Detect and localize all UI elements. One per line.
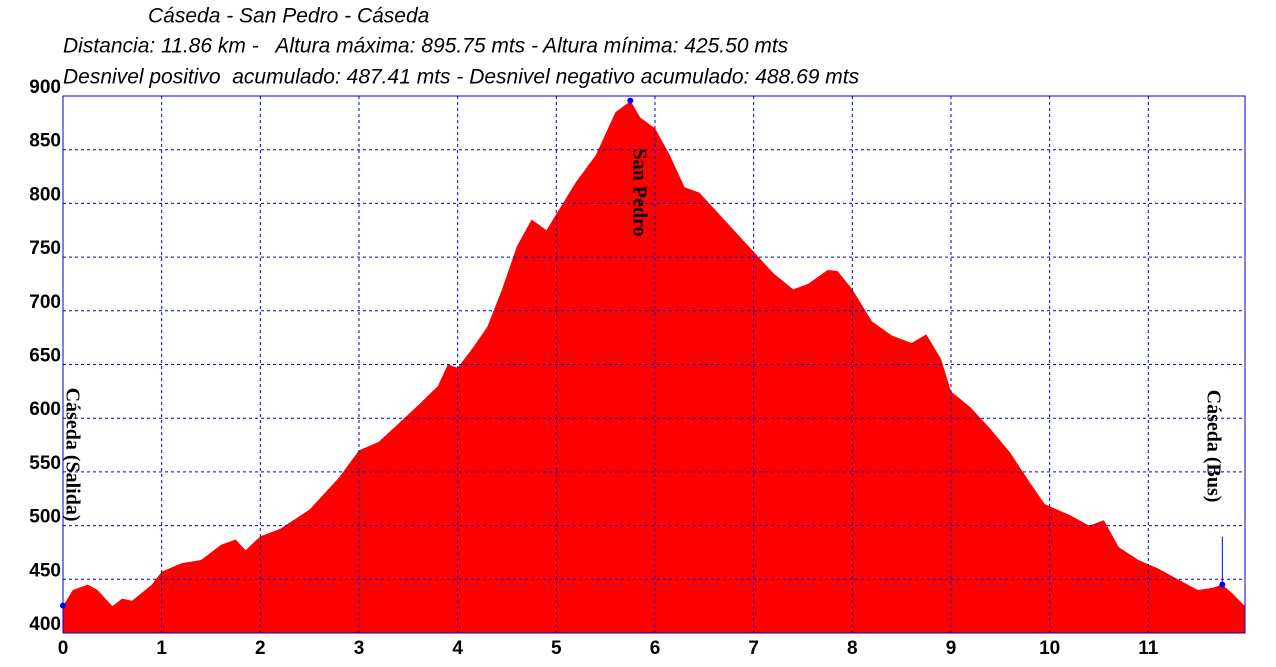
x-tick-label: 11 — [1138, 638, 1159, 659]
waypoint-marker — [1219, 581, 1226, 588]
x-tick-label: 4 — [452, 638, 463, 659]
x-tick-label: 8 — [847, 638, 858, 659]
elevation-area — [63, 100, 1245, 633]
x-tick-label: 1 — [156, 638, 167, 659]
y-tick-label: 650 — [29, 346, 61, 367]
y-tick-label: 550 — [29, 453, 61, 474]
chart-title: Cáseda - San Pedro - Cáseda — [148, 5, 429, 28]
x-tick-label: 6 — [650, 638, 661, 659]
chart-subtitle: Desnivel positivo acumulado: 487.41 mts … — [63, 66, 860, 89]
y-tick-label: 400 — [29, 614, 61, 635]
x-tick-label: 7 — [748, 638, 759, 659]
waypoint-marker — [60, 602, 66, 609]
y-tick-label: 450 — [29, 560, 61, 581]
y-tick-label: 600 — [29, 399, 61, 420]
chart-subtitle: Distancia: 11.86 km - Altura máxima: 895… — [63, 35, 789, 58]
waypoint-marker — [627, 97, 634, 104]
y-tick-label: 850 — [29, 131, 61, 152]
y-tick-label: 800 — [29, 184, 61, 205]
x-tick-label: 9 — [946, 638, 957, 659]
plot-frame — [62, 95, 1246, 634]
y-tick-label: 750 — [29, 238, 61, 259]
y-tick-label: 900 — [29, 77, 61, 98]
waypoint-label: Cáseda (Salida) — [61, 388, 83, 522]
x-tick-label: 10 — [1039, 638, 1060, 659]
waypoint-label: Cáseda (Bus) — [1203, 390, 1225, 503]
x-tick-label: 2 — [255, 638, 266, 659]
y-tick-label: 500 — [29, 507, 61, 528]
x-tick-label: 5 — [551, 638, 562, 659]
y-tick-label: 700 — [29, 292, 61, 313]
x-tick-label: 3 — [354, 638, 365, 659]
waypoint-label: San Pedro — [629, 149, 651, 237]
x-tick-label: 0 — [58, 638, 69, 659]
